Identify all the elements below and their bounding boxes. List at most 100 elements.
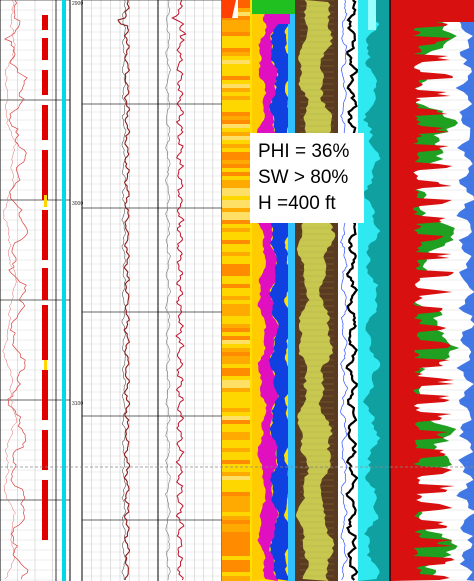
net-pay-flag [42, 15, 48, 30]
porosity-image-band [222, 452, 250, 456]
porosity-image-band [222, 196, 250, 200]
porosity-image-band [222, 144, 250, 148]
porosity-image-band [222, 28, 250, 32]
porosity-image-band [222, 228, 250, 232]
volume-top [368, 0, 376, 30]
porosity-image-band [222, 500, 250, 504]
cyan-flag-bar [62, 0, 66, 581]
porosity-image-band [222, 508, 250, 512]
porosity-image-band [222, 292, 250, 296]
porosity-image-band [222, 480, 250, 484]
porosity-image-band [222, 84, 250, 88]
porosity-image-band [222, 332, 250, 336]
porosity-image-band [222, 36, 250, 40]
porosity-image-band [222, 256, 250, 260]
net-pay-flag [42, 268, 48, 300]
net-pay-flag [42, 480, 48, 540]
composition-cyan [288, 0, 295, 581]
porosity-image-band [222, 324, 250, 328]
porosity-image-band [222, 80, 250, 84]
porosity-image-band [222, 68, 250, 72]
porosity-image-band [222, 288, 250, 292]
resistivity-shallow-curve [121, 0, 127, 581]
flag-yellow [44, 360, 47, 370]
porosity-image-band [222, 372, 250, 376]
porosity-image-band [222, 336, 250, 340]
porosity-image-band [222, 468, 250, 472]
porosity-image-band [222, 92, 250, 96]
porosity-image-band [222, 340, 250, 344]
depth-labels: 2900 3000 3100 [72, 1, 83, 407]
net-pay-flag [42, 210, 48, 260]
porosity-image-band [222, 476, 250, 480]
porosity-image-band [222, 120, 250, 124]
resistivity-deep-curve [117, 0, 131, 581]
porosity-image-band [222, 384, 250, 388]
porosity-image-band [222, 356, 250, 360]
porosity-image-band [222, 304, 250, 308]
porosity-image-band [222, 128, 250, 132]
porosity-image-band [222, 124, 250, 128]
porosity-image-band [222, 328, 250, 332]
porosity-image-band [222, 424, 250, 428]
porosity-image-band [222, 396, 250, 400]
porosity-image-band [222, 464, 250, 468]
annotation-line: SW > 80% [258, 167, 349, 188]
porosity-image-band [222, 136, 250, 140]
porosity-image-band [222, 152, 250, 156]
porosity-image-band [222, 320, 250, 324]
image-top [222, 0, 236, 18]
porosity-image-band [222, 540, 250, 544]
porosity-image-band [222, 432, 250, 436]
porosity-image-band [222, 472, 250, 476]
porosity-image-band [222, 188, 250, 192]
porosity-image-band [222, 556, 250, 560]
porosity-image-band [222, 100, 250, 104]
porosity-image-band [222, 312, 250, 316]
net-pay-flag [42, 38, 48, 60]
porosity-image-band [222, 512, 250, 516]
porosity-image-band [222, 440, 250, 444]
porosity-image-band [222, 200, 250, 204]
porosity-image-band [222, 496, 250, 500]
porosity-image-band [222, 284, 250, 288]
flow-blue [455, 0, 474, 581]
annotation-line: PHI = 36% [258, 141, 350, 162]
density-curve [171, 0, 187, 581]
porosity-image-band [222, 96, 250, 100]
porosity-image-band [222, 212, 250, 216]
porosity-image-band [222, 412, 250, 416]
porosity-image-band [222, 52, 250, 56]
porosity-image-band [222, 264, 250, 268]
porosity-image-band [222, 484, 250, 488]
porosity-image-band [222, 448, 250, 452]
interpretation-annotation: PHI = 36% SW > 80% H =400 ft [250, 133, 364, 223]
porosity-image-band [222, 172, 250, 176]
porosity-image-band [222, 300, 250, 304]
porosity-image-band [222, 552, 250, 556]
porosity-image-band [222, 316, 250, 320]
porosity-image-band [222, 260, 250, 264]
porosity-image-band [222, 244, 250, 248]
porosity-image-band [222, 204, 250, 208]
porosity-image-band [222, 24, 250, 28]
annotation-line: H =400 ft [258, 193, 336, 214]
gamma-curve-secondary [2, 0, 18, 580]
porosity-image-band [222, 272, 250, 276]
porosity-image-band [222, 232, 250, 236]
porosity-image-band [222, 76, 250, 80]
log-grid [0, 0, 223, 581]
porosity-image-band [222, 488, 250, 492]
porosity-image-band [222, 572, 250, 576]
porosity-image-band [222, 360, 250, 364]
porosity-image-band [222, 44, 250, 48]
porosity-image-band [222, 504, 250, 508]
porosity-image-band [222, 544, 250, 548]
porosity-image-band [222, 520, 250, 524]
porosity-image-band [222, 344, 250, 348]
porosity-image-band [222, 248, 250, 252]
net-pay-flag [42, 305, 48, 360]
porosity-image-band [222, 492, 250, 496]
